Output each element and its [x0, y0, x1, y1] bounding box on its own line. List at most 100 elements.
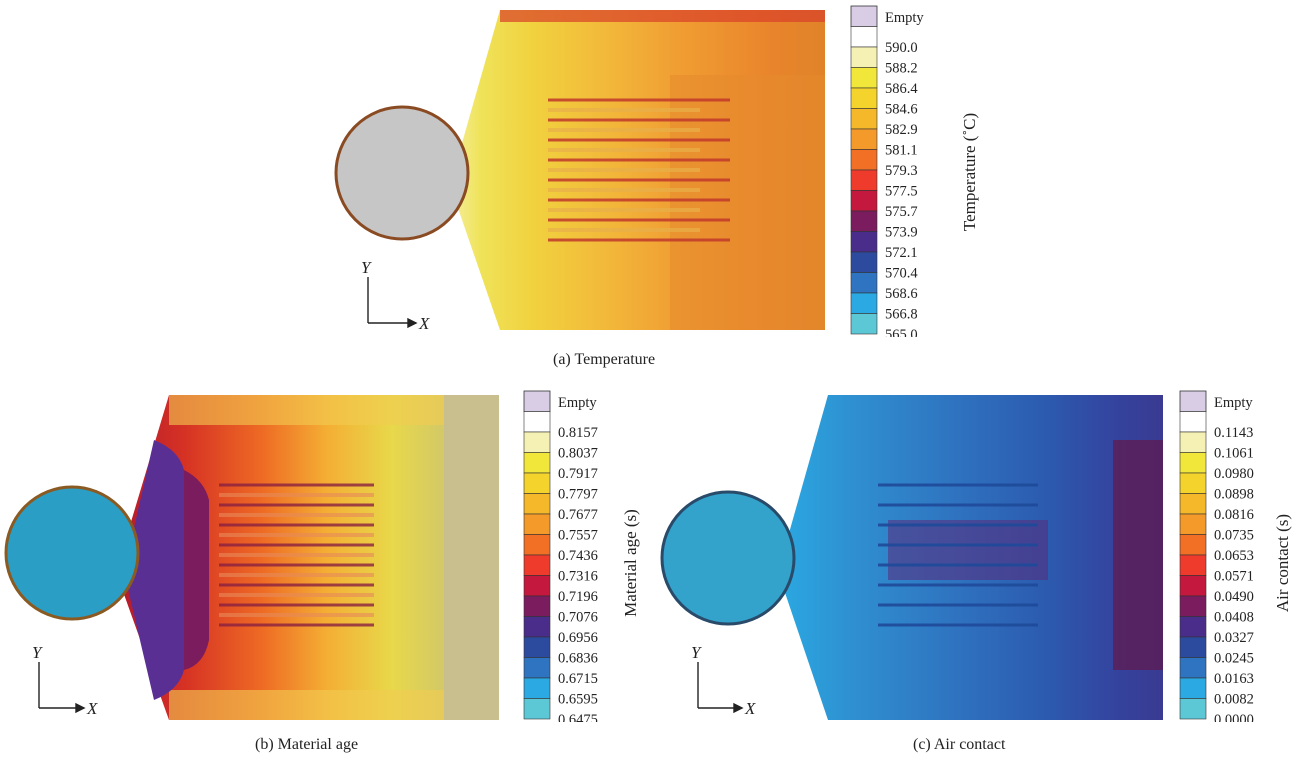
b-colorbar-swatch — [523, 472, 551, 494]
panel-c-colorbar-swatches — [1179, 390, 1207, 720]
c-colorbar-tick-label: 0.0898 — [1214, 486, 1254, 502]
a-colorbar-swatch — [850, 169, 878, 191]
c-colorbar-tick-label: 0.0327 — [1214, 630, 1254, 646]
a-colorbar-tick-label: 577.5 — [885, 183, 918, 199]
panel-a-x-axis-label: X — [418, 314, 430, 333]
b-colorbar-tick-label: 0.7677 — [558, 507, 598, 523]
a-colorbar-tick-label: 566.8 — [885, 306, 918, 322]
c-colorbar-swatch — [1179, 636, 1207, 658]
a-colorbar-tick-label: 586.4 — [885, 81, 918, 97]
panel-c-colorbar-title: Air contact (s) — [1273, 514, 1292, 612]
panel-b-contour-plot: Y X — [4, 395, 499, 720]
panel-c-axis-indicator — [697, 662, 744, 714]
panel-c-colorbar: Empty 0.1143 0.1061 0.0980 0.0898 0.0816 0.07… — [1179, 390, 1292, 722]
c-colorbar-swatch — [1179, 431, 1207, 453]
b-colorbar-tick-label: 0.7076 — [558, 609, 598, 625]
c-colorbar-swatch — [1179, 575, 1207, 597]
b-colorbar-tick-label: 0.7917 — [558, 466, 598, 482]
b-colorbar-swatch — [523, 554, 551, 576]
a-colorbar-swatch — [850, 46, 878, 68]
b-colorbar-swatch — [523, 698, 551, 720]
a-colorbar-tick-label: 570.4 — [885, 265, 918, 281]
panel-a-axis-indicator — [367, 277, 418, 329]
c-colorbar-swatch — [1179, 493, 1207, 515]
b-colorbar-tick-label: 0.7797 — [558, 486, 598, 502]
a-colorbar-swatch-empty — [850, 5, 878, 27]
panel-c-contour-plot: Y X — [660, 395, 1163, 720]
panel-c-empty-label: Empty — [1214, 395, 1253, 411]
b-colorbar-tick-label: 0.7196 — [558, 589, 598, 605]
a-colorbar-swatch — [850, 128, 878, 150]
b-colorbar-swatch — [523, 513, 551, 535]
c-colorbar-swatch — [1179, 657, 1207, 679]
c-colorbar-tick-label: 0.0408 — [1214, 609, 1254, 625]
c-colorbar-tick-label: 0.1143 — [1214, 425, 1253, 441]
b-colorbar-tick-label: 0.7557 — [558, 527, 598, 543]
a-colorbar-tick-label: 588.2 — [885, 60, 918, 76]
c-colorbar-swatch — [1179, 411, 1207, 433]
b-colorbar-swatch — [523, 452, 551, 474]
a-colorbar-swatch — [850, 108, 878, 130]
a-colorbar-swatch — [850, 210, 878, 232]
a-colorbar-tick-label: 584.6 — [885, 101, 918, 117]
panel-a-contour-plot: Y X — [334, 10, 825, 333]
a-colorbar-swatch — [850, 251, 878, 273]
panel-a-colorbar: Empty 590.0 588.2 586.4 584.6 582.9 581.1 579.… — [850, 5, 979, 337]
a-colorbar-swatch — [850, 149, 878, 171]
a-colorbar-tick-label: 582.9 — [885, 122, 918, 138]
panel-b-colorbar-swatches — [523, 390, 551, 720]
panel-b-colorbar: Empty 0.8157 0.8037 0.7917 0.7797 0.7677 0.75… — [523, 390, 640, 722]
panel-c-caption: (c) Air contact — [913, 736, 1006, 753]
c-colorbar-tick-label: 0.0082 — [1214, 691, 1254, 707]
b-colorbar-tick-label: 0.6956 — [558, 630, 598, 646]
a-colorbar-swatch — [850, 231, 878, 253]
panel-a-y-axis-label: Y — [361, 258, 372, 277]
c-colorbar-tick-label: 0.0490 — [1214, 589, 1254, 605]
c-colorbar-tick-label: 0.0245 — [1214, 650, 1254, 666]
panel-c-x-axis-label: X — [744, 699, 756, 718]
c-colorbar-swatch — [1179, 616, 1207, 638]
panel-a-colorbar-swatches — [850, 5, 878, 335]
c-colorbar-swatch — [1179, 677, 1207, 699]
panel-b-caption: (b) Material age — [255, 736, 359, 753]
b-colorbar-tick-label: 0.6595 — [558, 691, 598, 707]
a-colorbar-swatch — [850, 292, 878, 314]
b-colorbar-swatch — [523, 493, 551, 515]
panel-b-axis-indicator — [38, 662, 86, 714]
b-colorbar-tick-label: 0.8037 — [558, 445, 598, 461]
a-colorbar-tick-label: 581.1 — [885, 142, 918, 158]
c-colorbar-tick-label: 0.0571 — [1214, 568, 1254, 584]
c-colorbar-tick-label: 0.0980 — [1214, 466, 1254, 482]
a-colorbar-tick-label: 568.6 — [885, 286, 918, 302]
panel-b-y-axis-label: Y — [32, 643, 43, 662]
a-colorbar-tick-label: 590.0 — [885, 40, 918, 56]
c-colorbar-tick-label: 0.0653 — [1214, 548, 1254, 564]
c-colorbar-swatch — [1179, 472, 1207, 494]
b-colorbar-swatch — [523, 616, 551, 638]
a-colorbar-tick-label: 575.7 — [885, 204, 918, 220]
b-colorbar-swatch — [523, 657, 551, 679]
c-colorbar-swatch-empty — [1179, 390, 1207, 412]
a-colorbar-swatch — [850, 190, 878, 212]
panel-b-empty-label: Empty — [558, 395, 597, 411]
b-colorbar-tick-label: 0.6715 — [558, 671, 598, 687]
c-colorbar-swatch — [1179, 698, 1207, 720]
panel-a-colorbar-title: Temperature (˚C) — [960, 113, 979, 231]
b-colorbar-tick-label: 0.6836 — [558, 650, 598, 666]
c-colorbar-swatch — [1179, 513, 1207, 535]
b-colorbar-swatch — [523, 677, 551, 699]
a-colorbar-swatch — [850, 26, 878, 48]
c-colorbar-tick-label: 0.0735 — [1214, 527, 1254, 543]
a-colorbar-tick-label: 565.0 — [885, 327, 918, 337]
c-colorbar-swatch — [1179, 534, 1207, 556]
panel-b-x-axis-label: X — [86, 699, 98, 718]
c-colorbar-tick-label: 0.0816 — [1214, 507, 1254, 523]
b-colorbar-tick-label: 0.7436 — [558, 548, 598, 564]
panel-a-caption: (a) Temperature — [553, 351, 656, 368]
a-colorbar-swatch — [850, 272, 878, 294]
a-colorbar-swatch — [850, 67, 878, 89]
a-colorbar-tick-label: 572.1 — [885, 245, 918, 261]
b-colorbar-tick-label: 0.8157 — [558, 425, 598, 441]
b-colorbar-tick-label: 0.7316 — [558, 568, 598, 584]
b-colorbar-swatch — [523, 431, 551, 453]
